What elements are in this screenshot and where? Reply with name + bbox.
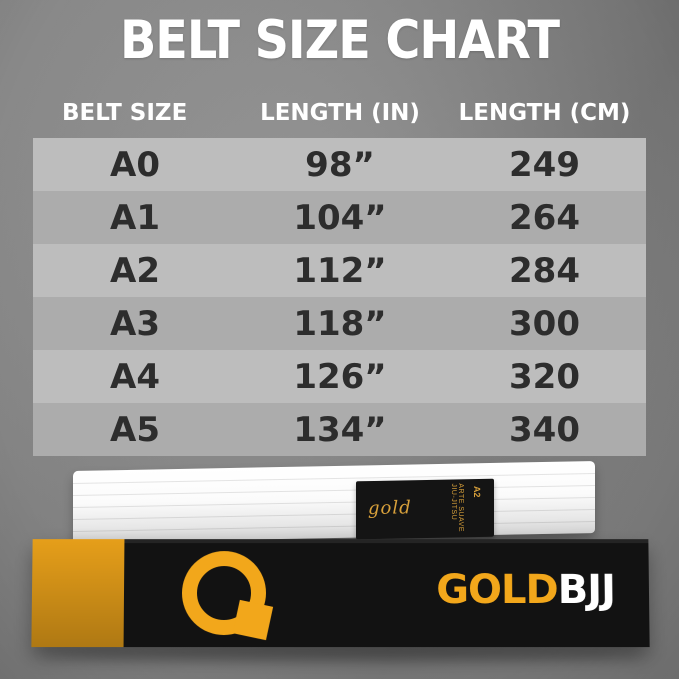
product-box: GOLDBJJ	[31, 539, 650, 648]
table-header-row: BELT SIZE LENGTH (IN) LENGTH (CM)	[33, 88, 646, 138]
cell-length-cm: 320	[443, 350, 646, 403]
product-photo: gold ARTE SUAVE JIU-JITSU A2 GOLDBJJ	[0, 448, 679, 679]
table-row: A0 98” 249	[33, 138, 646, 191]
cell-length-in: 112”	[237, 244, 443, 297]
tag-size-text: A2	[472, 485, 482, 498]
column-header-length-cm: LENGTH (CM)	[458, 100, 631, 126]
size-chart-table-container: BELT SIZE LENGTH (IN) LENGTH (CM) A0 98”…	[33, 88, 646, 456]
white-bjj-belt	[73, 460, 595, 544]
belt-label-tag: gold ARTE SUAVE JIU-JITSU A2	[356, 478, 494, 540]
cell-belt-size: A4	[33, 350, 237, 403]
box-left-orange-panel	[31, 539, 125, 648]
box-drop-shadow	[42, 645, 642, 661]
table-row: A2 112” 284	[33, 244, 646, 297]
cell-length-in: 126”	[237, 350, 443, 403]
cell-belt-size: A2	[33, 244, 237, 297]
box-top-edge	[32, 539, 649, 544]
cell-length-in: 104”	[237, 191, 443, 244]
table-row: A3 118” 300	[33, 297, 646, 350]
tag-gold-logo: gold	[368, 497, 412, 520]
cell-belt-size: A3	[33, 297, 237, 350]
column-header-length-in: LENGTH (IN)	[260, 100, 420, 126]
cell-length-cm: 340	[443, 403, 646, 456]
cell-length-cm: 300	[443, 297, 646, 350]
table-row: A5 134” 340	[33, 403, 646, 456]
table-row: A4 126” 320	[33, 350, 646, 403]
brand-gold-text: GOLD	[436, 567, 558, 614]
brand-bjj-text: BJJ	[557, 567, 616, 614]
cell-length-cm: 249	[443, 138, 646, 191]
box-brand-wordmark: GOLDBJJ	[436, 567, 615, 613]
cell-length-cm: 264	[443, 191, 646, 244]
cell-length-in: 118”	[237, 297, 443, 350]
tag-vertical-text: ARTE SUAVE JIU-JITSU	[450, 483, 464, 533]
page-title: BELT SIZE CHART	[119, 10, 560, 71]
table-row: A1 104” 264	[33, 191, 646, 244]
gold-bjj-logo-icon	[181, 551, 274, 641]
size-chart-table: BELT SIZE LENGTH (IN) LENGTH (CM) A0 98”…	[33, 88, 646, 456]
cell-belt-size: A0	[33, 138, 237, 191]
cell-length-in: 98”	[237, 138, 443, 191]
cell-length-cm: 284	[443, 244, 646, 297]
column-header-belt-size: BELT SIZE	[62, 100, 188, 126]
cell-belt-size: A5	[33, 403, 237, 456]
cell-belt-size: A1	[33, 191, 237, 244]
cell-length-in: 134”	[237, 403, 443, 456]
